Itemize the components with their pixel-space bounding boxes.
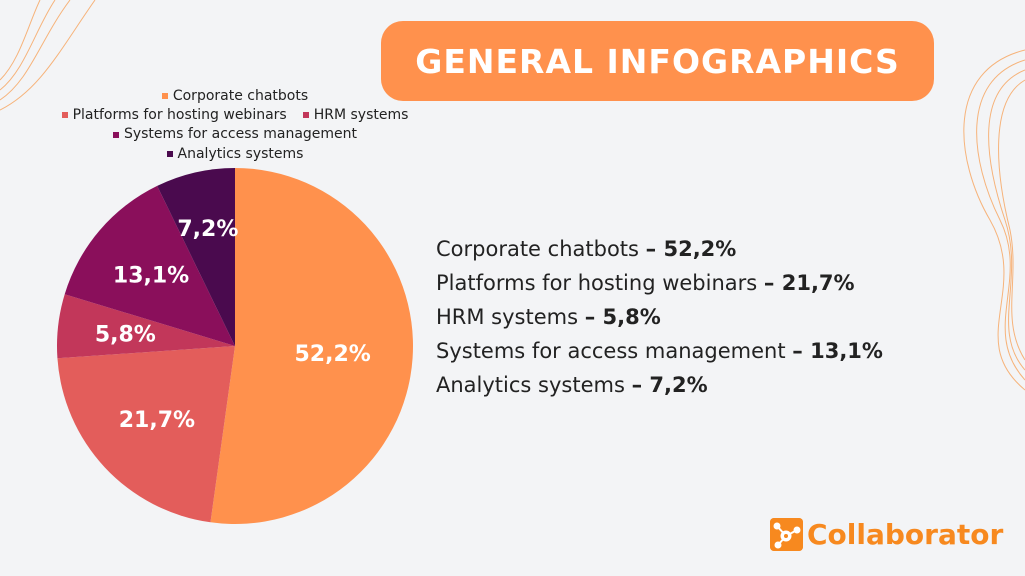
summary-value: – 13,1% <box>792 339 883 363</box>
legend-item: Analytics systems <box>166 145 304 164</box>
pie-slice <box>64 185 235 346</box>
slice-data-label: 5,8% <box>95 323 156 348</box>
legend-item: HRM systems <box>302 106 409 125</box>
chart-legend: Corporate chatbots Platforms for hosting… <box>40 86 430 163</box>
legend-label: HRM systems <box>313 107 409 123</box>
page-title: GENERAL INFOGRAPHICS <box>415 41 900 81</box>
summary-value: – 7,2% <box>631 373 708 397</box>
summary-value: – 52,2% <box>645 237 737 261</box>
pie-slice <box>210 168 414 525</box>
network-icon <box>770 518 803 551</box>
legend-swatch <box>161 93 168 99</box>
summary-value: – 21,7% <box>763 271 855 295</box>
summary-item: Systems for access management – 13,1% <box>436 334 883 368</box>
pie-slice <box>157 168 235 346</box>
summary-name: Corporate chatbots <box>436 237 639 261</box>
summary-list: Corporate chatbots – 52,2% Platforms for… <box>436 232 883 402</box>
summary-name: Analytics systems <box>436 373 625 397</box>
title-banner: GENERAL INFOGRAPHICS <box>381 21 934 101</box>
summary-value: – 5,8% <box>584 305 661 329</box>
legend-label: Analytics systems <box>177 145 304 162</box>
legend-swatch <box>61 112 68 119</box>
legend-swatch <box>166 150 173 157</box>
legend-item: Systems for access management <box>112 125 358 144</box>
slice-data-label: 13,1% <box>113 263 189 288</box>
legend-label: Systems for access management <box>123 126 358 143</box>
legend-item: Platforms for hosting webinars <box>61 106 287 125</box>
summary-name: Systems for access management <box>436 339 786 363</box>
slice-data-label: 21,7% <box>119 408 195 433</box>
summary-name: Platforms for hosting webinars <box>436 271 758 295</box>
collaborator-logo: Collaborator <box>770 518 1003 551</box>
summary-name: HRM systems <box>436 305 579 329</box>
legend-label: Platforms for hosting webinars <box>72 107 287 123</box>
legend-swatch <box>112 131 119 138</box>
slice-data-label: 52,2% <box>295 342 371 367</box>
legend-item: Corporate chatbots <box>161 87 309 106</box>
summary-item: HRM systems – 5,8% <box>436 300 883 334</box>
logo-text: Collaborator <box>807 518 1004 551</box>
summary-item: Corporate chatbots – 52,2% <box>436 232 883 266</box>
legend-swatch <box>302 112 309 119</box>
summary-item: Platforms for hosting webinars – 21,7% <box>436 266 883 300</box>
pie-slice <box>57 346 235 523</box>
slice-data-label: 7,2% <box>177 217 238 242</box>
summary-item: Analytics systems – 7,2% <box>436 368 883 402</box>
legend-label: Corporate chatbots <box>172 87 309 104</box>
pie-slice <box>57 294 235 359</box>
